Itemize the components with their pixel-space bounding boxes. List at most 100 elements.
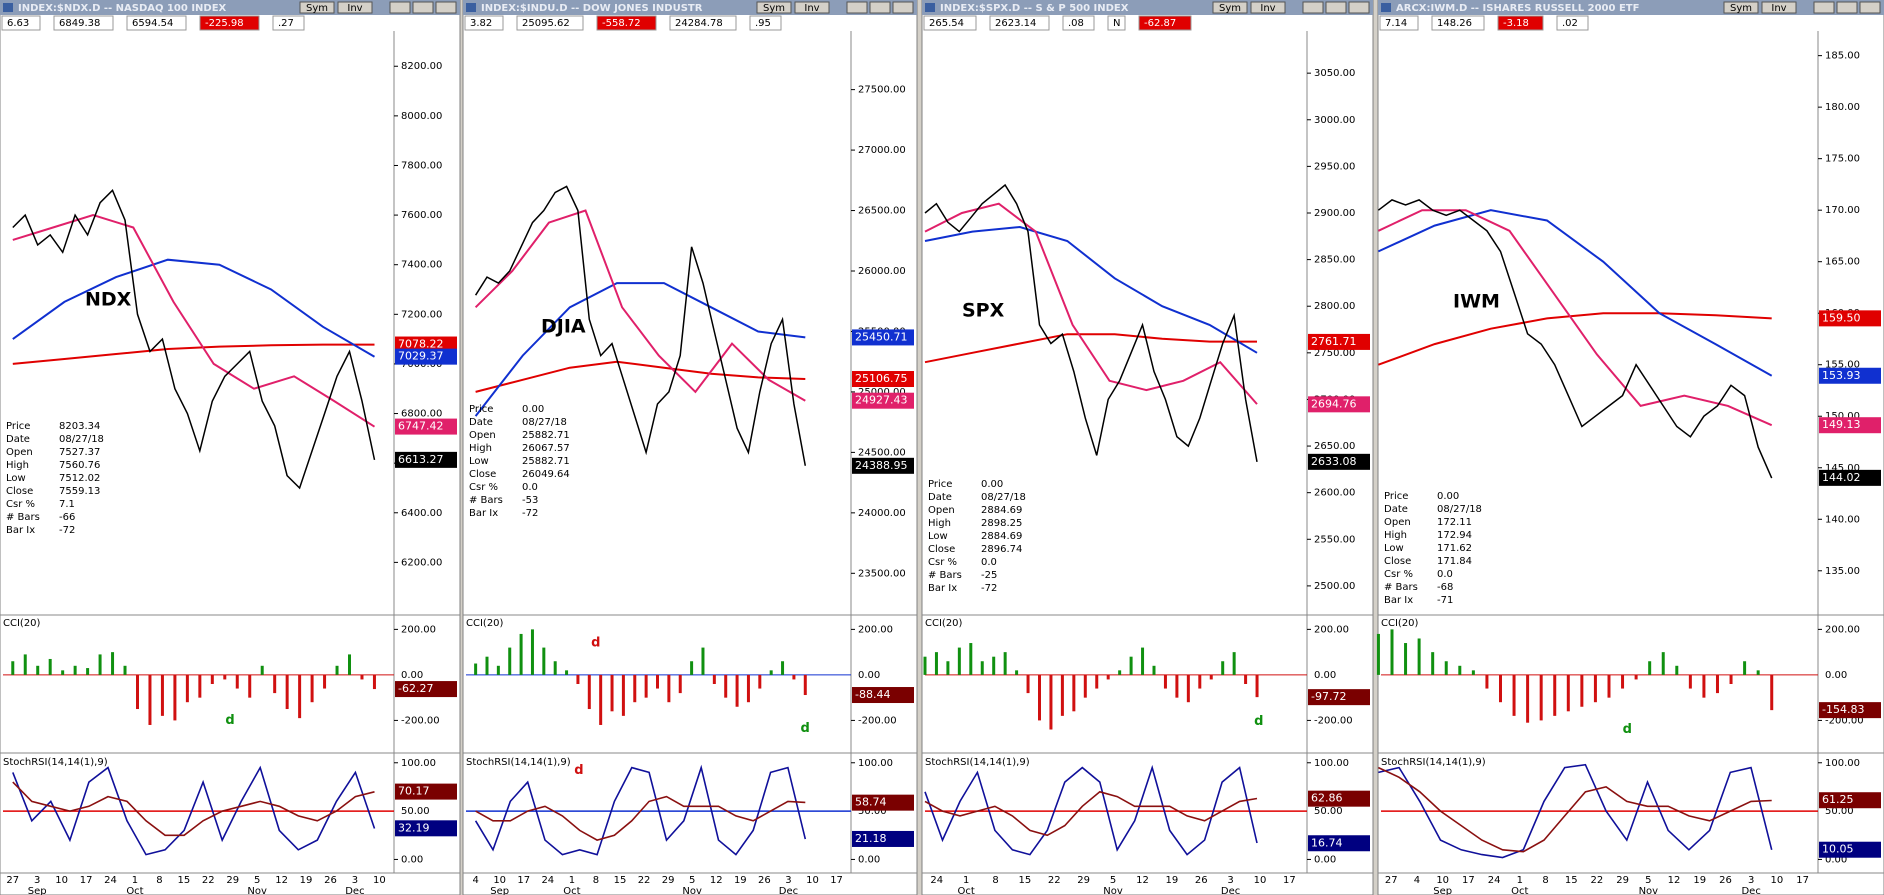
info-key: Date: [469, 417, 493, 428]
window-control[interactable]: [1836, 1, 1858, 14]
info-key: Price: [928, 479, 952, 490]
value-tag: [1819, 367, 1881, 384]
window-control[interactable]: [892, 1, 914, 14]
toolbar-button-label[interactable]: Sym: [763, 3, 785, 14]
toolbar-button-label[interactable]: Inv: [1260, 3, 1275, 14]
x-tick-label: 17: [517, 875, 530, 886]
x-tick-label: 12: [1668, 875, 1681, 886]
x-tick-label: 26: [1719, 875, 1732, 886]
info-value: 171.84: [1437, 556, 1472, 567]
window-control[interactable]: [1813, 1, 1835, 14]
header-cell: [464, 15, 504, 31]
value-tag: [1819, 792, 1881, 809]
x-tick-label: 19: [1693, 875, 1706, 886]
toolbar-button[interactable]: [1761, 1, 1797, 14]
toolbar-button-label[interactable]: Sym: [1219, 3, 1241, 14]
x-tick-label: 17: [1283, 875, 1296, 886]
info-key: Bar Ix: [469, 508, 498, 519]
window-control[interactable]: [389, 1, 411, 14]
value-tag: [852, 371, 914, 388]
month-label: Oct: [957, 886, 974, 895]
x-tick-label: 29: [1616, 875, 1629, 886]
x-tick-label: 27: [6, 875, 19, 886]
y-tick-label: 3000.00: [1314, 115, 1355, 126]
header-cell: [989, 15, 1050, 31]
info-value: -53: [522, 495, 538, 506]
info-key: Open: [6, 447, 33, 458]
y-tick-label: 0.00: [1314, 854, 1336, 865]
annotation: d: [591, 636, 600, 651]
window-control[interactable]: [1325, 1, 1347, 14]
window-control[interactable]: [412, 1, 434, 14]
symbol-label: SPX: [962, 300, 1005, 322]
annotation: d: [1623, 722, 1632, 737]
value-tag-label: 153.93: [1822, 369, 1861, 382]
x-tick-label: 12: [1136, 875, 1149, 886]
window-control[interactable]: [435, 1, 457, 14]
header-value: 7.14: [1385, 18, 1407, 29]
moving-average: [474, 282, 806, 417]
header-cell: [272, 15, 305, 31]
window-control[interactable]: [869, 1, 891, 14]
y-tick-label: 140.00: [1825, 514, 1860, 525]
header-cell: [1431, 15, 1485, 31]
x-tick-label: 3: [1227, 875, 1233, 886]
window-title: INDEX:$INDU.D -- DOW JONES INDUSTR: [481, 3, 703, 14]
toolbar-button-label[interactable]: Sym: [1730, 3, 1752, 14]
symbol-label: NDX: [85, 289, 132, 311]
header-cell: [1062, 15, 1095, 31]
value-tag-label: 6613.27: [398, 453, 444, 466]
toolbar-button[interactable]: [794, 1, 830, 14]
indicator-title: CCI(20): [3, 618, 41, 629]
toolbar-button[interactable]: [1212, 1, 1248, 14]
moving-average: [924, 225, 1258, 354]
value-tag-label: -154.83: [1822, 703, 1864, 716]
header-value: 3.82: [470, 18, 492, 29]
info-key: Date: [6, 434, 30, 445]
indicator-title: CCI(20): [466, 618, 504, 629]
indicator-title: StochRSI(14,14(1),9): [466, 757, 571, 768]
info-value: 2898.25: [981, 518, 1022, 529]
x-tick-label: 22: [202, 875, 215, 886]
y-tick-label: 145.00: [1825, 463, 1860, 474]
window-control[interactable]: [1348, 1, 1370, 14]
y-tick-label: 7800.00: [401, 160, 442, 171]
window-control[interactable]: [1302, 1, 1324, 14]
toolbar-button[interactable]: [756, 1, 792, 14]
toolbar-button-label[interactable]: Inv: [804, 3, 819, 14]
info-key: Csr %: [928, 557, 957, 568]
value-tag: [1308, 396, 1370, 413]
value-tag-label: 24388.95: [855, 459, 908, 472]
stoch-line: [475, 795, 806, 841]
month-label: Oct: [1511, 886, 1528, 895]
header-cell: [596, 15, 657, 31]
value-tag: [1819, 310, 1881, 327]
month-label: Nov: [1639, 886, 1659, 895]
toolbar-button-label[interactable]: Inv: [1771, 3, 1786, 14]
x-tick-label: 5: [1645, 875, 1651, 886]
header-value: 6849.38: [59, 18, 100, 29]
header-cell: [1138, 15, 1192, 31]
toolbar-button[interactable]: [337, 1, 373, 14]
info-value: -25: [981, 570, 997, 581]
y-tick-label: 155.00: [1825, 360, 1860, 371]
info-value: 26067.57: [522, 443, 570, 454]
x-tick-label: 15: [1565, 875, 1578, 886]
window-icon: [3, 3, 13, 12]
toolbar-button-label[interactable]: Inv: [347, 3, 362, 14]
x-tick-label: 3: [352, 875, 358, 886]
y-tick-label: 50.00: [1825, 806, 1854, 817]
window-control[interactable]: [846, 1, 868, 14]
window-control[interactable]: [1859, 1, 1881, 14]
moving-average: [474, 209, 806, 402]
y-tick-label: 185.00: [1825, 51, 1860, 62]
x-tick-label: 8: [156, 875, 162, 886]
toolbar-button[interactable]: [299, 1, 335, 14]
toolbar-button[interactable]: [1723, 1, 1759, 14]
toolbar-button[interactable]: [1250, 1, 1286, 14]
x-tick-label: 1: [132, 875, 138, 886]
x-tick-label: 17: [1796, 875, 1809, 886]
info-value: 172.94: [1437, 530, 1472, 541]
y-tick-label: 50.00: [401, 806, 430, 817]
toolbar-button-label[interactable]: Sym: [306, 3, 328, 14]
